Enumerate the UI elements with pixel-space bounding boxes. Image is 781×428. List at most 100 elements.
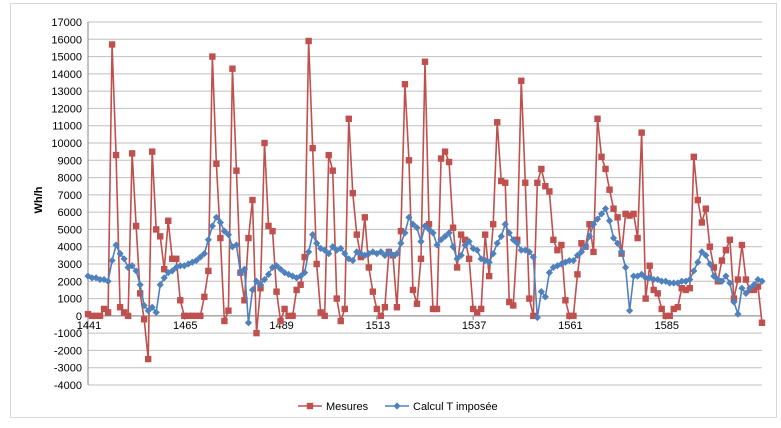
data-point: [373, 250, 381, 258]
data-point: [389, 251, 397, 259]
data-point: [225, 307, 232, 314]
data-point: [529, 253, 537, 261]
data-point: [706, 260, 714, 268]
data-point: [160, 274, 168, 282]
data-point: [293, 286, 300, 294]
y-tick-label: -3000: [54, 363, 82, 375]
data-point: [714, 275, 722, 284]
data-point: [152, 308, 160, 316]
legend-label: Calcul T imposée: [413, 401, 498, 413]
data-point: [565, 256, 574, 265]
data-point: [457, 231, 465, 238]
data-point: [513, 239, 521, 247]
data-point: [205, 267, 212, 275]
data-point: [124, 312, 132, 320]
data-point: [333, 295, 340, 302]
data-point: [116, 250, 124, 258]
data-point: [317, 309, 324, 316]
data-point: [573, 251, 582, 259]
data-point: [305, 248, 313, 256]
data-point: [128, 150, 136, 157]
data-point: [329, 167, 336, 174]
data-point: [730, 298, 738, 306]
data-point: [469, 244, 477, 253]
data-point: [505, 229, 513, 237]
x-tick-label: 1561: [558, 320, 582, 332]
data-point: [481, 231, 489, 238]
data-point: [437, 155, 445, 162]
data-point: [473, 309, 481, 316]
data-point: [88, 312, 96, 320]
data-point: [157, 233, 164, 240]
data-point: [630, 272, 638, 280]
data-point: [289, 272, 297, 280]
data-point: [634, 234, 641, 242]
data-point: [108, 256, 116, 265]
data-point: [453, 255, 461, 263]
data-point: [241, 297, 248, 304]
data-point: [153, 226, 160, 233]
data-point: [329, 243, 337, 251]
data-point: [112, 151, 120, 159]
data-point: [213, 160, 220, 167]
data-point: [176, 262, 184, 270]
data-point: [309, 144, 316, 152]
data-point: [517, 246, 525, 254]
data-point: [421, 58, 429, 65]
data-point: [550, 236, 557, 243]
data-point: [589, 220, 598, 228]
data-point: [646, 262, 653, 269]
data-point: [397, 227, 405, 235]
data-point: [293, 274, 301, 282]
data-point: [738, 284, 746, 292]
data-point: [626, 307, 634, 315]
data-point: [413, 224, 421, 232]
data-point: [706, 243, 714, 250]
chart-border: [10, 3, 777, 418]
y-tick-label: 10000: [51, 138, 82, 150]
data-point: [494, 119, 501, 126]
data-point: [578, 240, 585, 247]
axes: -4000 -3000 -2000 -1000 0 1000 2000 3000 4000 500…: [51, 17, 762, 392]
data-point: [554, 246, 561, 254]
data-point: [217, 234, 224, 242]
data-point: [88, 274, 96, 282]
data-point: [638, 129, 645, 136]
data-point: [485, 258, 493, 266]
data-point: [240, 265, 249, 273]
data-point: [264, 270, 273, 278]
data-point: [321, 312, 328, 320]
legend: Mesures Calcul T imposée: [298, 401, 498, 413]
data-point: [313, 239, 321, 247]
data-point: [654, 275, 662, 284]
data-point: [546, 188, 553, 195]
data-point: [433, 305, 441, 313]
data-point: [200, 250, 208, 258]
data-point: [626, 212, 633, 219]
data-point: [538, 165, 545, 173]
data-point: [461, 241, 469, 249]
data-point: [670, 279, 678, 287]
data-point: [260, 275, 269, 284]
data-point: [594, 115, 601, 122]
data-point: [120, 309, 128, 316]
data-point: [216, 218, 224, 227]
data-point: [429, 229, 437, 237]
data-point: [477, 255, 485, 263]
y-tick-label: 1000: [58, 294, 82, 306]
data-point: [501, 220, 509, 228]
x-tick-label: 1585: [654, 320, 678, 332]
data-point: [349, 189, 356, 197]
data-point: [261, 139, 268, 147]
data-point: [172, 263, 180, 272]
data-point: [253, 329, 260, 337]
data-point: [670, 305, 677, 313]
data-point: [209, 53, 216, 60]
data-point: [429, 305, 437, 313]
x-tick-label: 1513: [366, 320, 390, 332]
data-point: [718, 257, 726, 264]
data-point: [265, 222, 272, 230]
data-point: [96, 312, 104, 320]
data-point: [562, 297, 569, 304]
